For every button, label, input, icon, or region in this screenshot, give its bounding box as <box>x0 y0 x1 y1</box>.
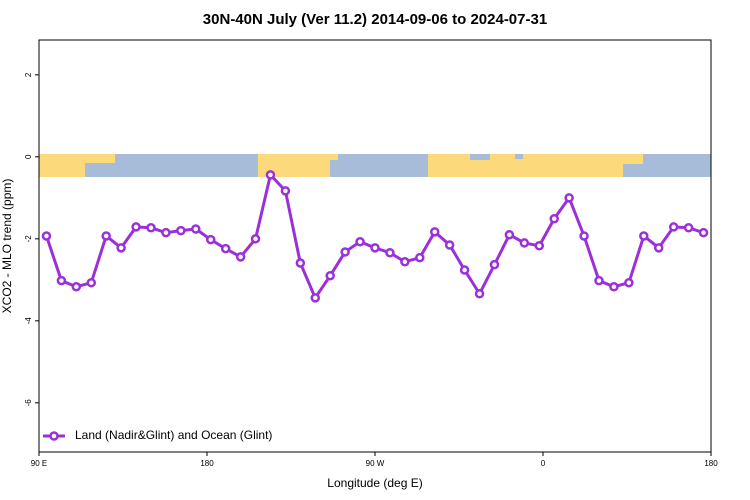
chart-title: 30N-40N July (Ver 11.2) 2014-09-06 to 20… <box>203 11 547 28</box>
x-tick-label: 180 <box>704 459 718 468</box>
data-point <box>355 236 365 247</box>
data-point <box>370 243 380 253</box>
data-point <box>474 289 485 299</box>
y-axis-label: XCO2 - MLO trend (ppm) <box>0 179 14 314</box>
data-point <box>325 270 335 281</box>
series-line <box>45 171 705 301</box>
data-point <box>698 227 709 238</box>
legend-label: Land (Nadir&Glint) and Ocean (Glint) <box>75 428 272 442</box>
map-strip <box>39 154 711 177</box>
x-tick-label: 90 E <box>31 459 47 468</box>
x-axis-label: Longitude (deg E) <box>327 476 422 490</box>
data-point <box>653 243 664 253</box>
data-point <box>86 277 97 288</box>
data-point <box>280 186 291 196</box>
data-point <box>609 282 619 292</box>
data-point <box>639 231 649 241</box>
data-point <box>594 275 604 286</box>
data-point <box>504 229 515 240</box>
data-point <box>161 227 171 238</box>
y-tick-label: -6 <box>24 399 33 407</box>
data-point <box>191 224 201 234</box>
data-point <box>250 234 261 244</box>
data-point <box>71 282 82 292</box>
data-point <box>340 247 350 257</box>
legend-marker <box>49 431 59 441</box>
x-tick-label: 0 <box>541 459 546 468</box>
y-tick-label: -4 <box>24 317 33 325</box>
data-point <box>265 170 276 180</box>
data-point <box>295 258 306 268</box>
data-point <box>310 293 321 303</box>
y-tick-label: 0 <box>24 154 33 159</box>
data-point <box>429 227 440 237</box>
data-point <box>146 223 156 233</box>
data-point <box>459 265 470 275</box>
data-point <box>220 243 231 254</box>
data-point <box>56 275 67 286</box>
data-point <box>205 234 216 245</box>
data-point <box>235 252 246 262</box>
data-point <box>683 223 694 233</box>
data-point <box>41 231 52 241</box>
data-point <box>400 257 410 267</box>
data-point <box>131 222 141 232</box>
data-point <box>415 252 425 263</box>
data-point <box>668 222 679 232</box>
data-point <box>564 193 574 203</box>
y-tick-label: 2 <box>24 72 33 77</box>
data-point <box>549 213 559 224</box>
x-tick-label: 180 <box>200 459 214 468</box>
data-point <box>534 241 545 251</box>
data-point <box>579 231 589 241</box>
data-point <box>444 240 455 250</box>
data-point <box>176 225 186 236</box>
data-point <box>624 277 634 288</box>
data-point <box>489 259 500 270</box>
data-point <box>116 243 126 253</box>
x-tick-label: 90 W <box>366 459 385 468</box>
data-point <box>519 238 530 248</box>
data-point <box>101 231 111 241</box>
data-point <box>385 248 395 258</box>
y-tick-label: -2 <box>24 235 33 243</box>
